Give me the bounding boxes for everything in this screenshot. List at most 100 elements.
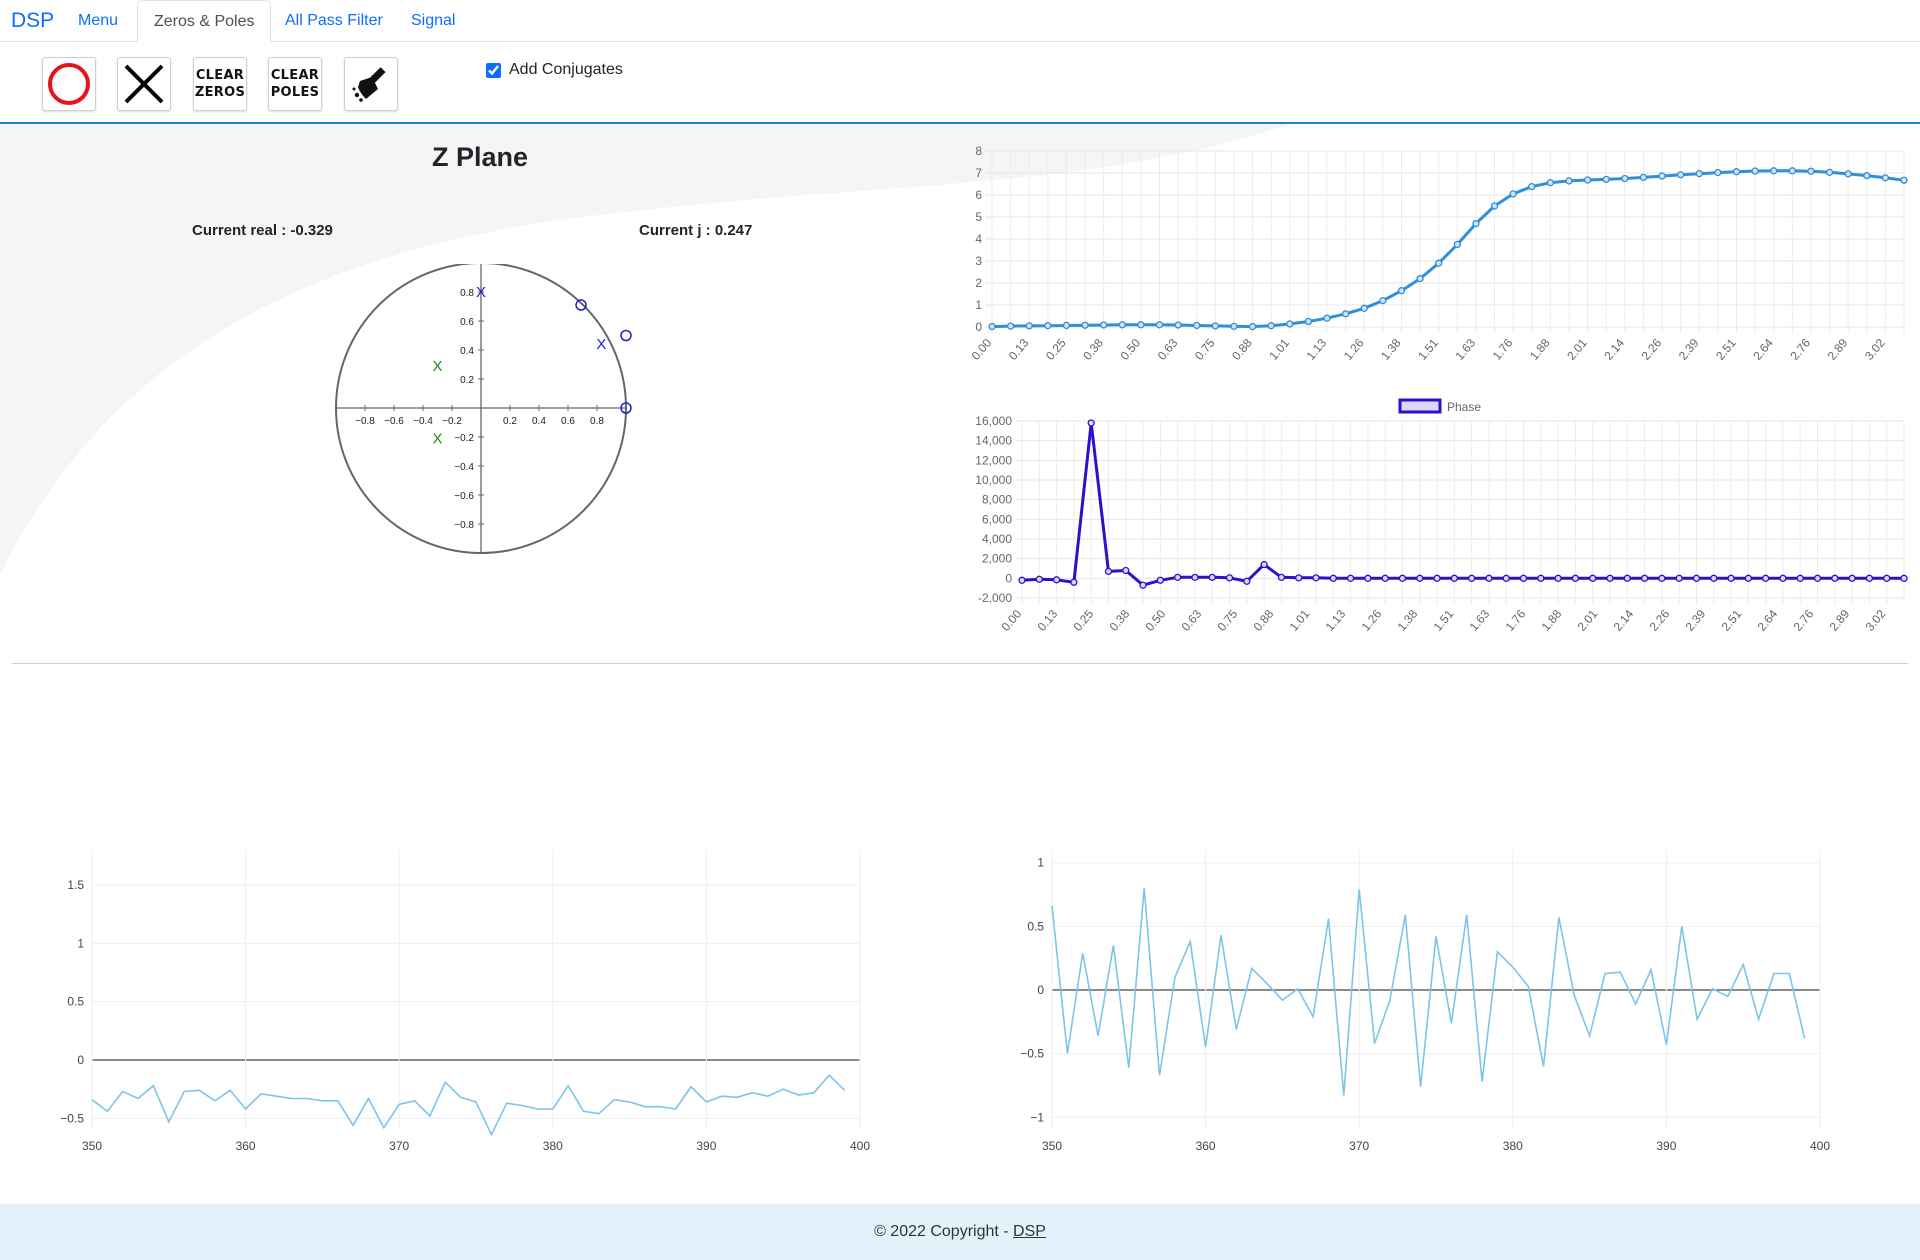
data-point <box>1191 573 1199 582</box>
x-tick-label: 1.01 <box>1287 607 1313 634</box>
data-point <box>1606 574 1614 582</box>
x-tick-label: 2.51 <box>1719 607 1745 634</box>
data-point <box>1467 574 1476 582</box>
data-point <box>1583 176 1592 184</box>
x-tick-label: 0.00 <box>969 336 995 363</box>
data-point <box>1398 574 1407 582</box>
y-tick-label: 2 <box>975 276 982 290</box>
clear-zeros-button[interactable]: CLEAR ZEROS <box>193 57 247 111</box>
data-point <box>1381 574 1389 582</box>
zero-marker <box>575 299 587 311</box>
z-plane-title: Z Plane <box>431 142 529 172</box>
main-panel: Z Plane Current real : -0.329 Current j … <box>0 124 1920 664</box>
x-tick-label: 0.75 <box>1192 336 1218 363</box>
x-tick-label: 0.25 <box>1043 336 1069 363</box>
footer-dsp-link[interactable]: DSP <box>1013 1223 1046 1240</box>
add-pole-button[interactable] <box>117 57 171 111</box>
x-tick-label: 2.64 <box>1755 607 1781 634</box>
tab-signal[interactable]: Signal <box>411 12 456 29</box>
x-tick-label: 1.38 <box>1395 607 1421 634</box>
clear-poles-line2: POLES <box>270 85 320 100</box>
y-tick-label: 0 <box>1037 983 1044 997</box>
tab-all-pass-filter[interactable]: All Pass Filter <box>285 12 383 29</box>
data-point <box>1416 274 1424 283</box>
data-point <box>1044 322 1052 330</box>
series-line <box>91 1074 846 1137</box>
data-point <box>1883 574 1891 582</box>
tab-zeros-poles[interactable]: Zeros & Poles <box>137 0 272 43</box>
y-tick-label: −1 <box>1030 1110 1044 1124</box>
x-tick-label: 360 <box>1196 1139 1216 1150</box>
y-tick-label: 0.5 <box>67 995 84 1009</box>
data-point <box>1565 177 1573 185</box>
data-point <box>1528 182 1536 191</box>
x-tick-label: 0.6 <box>561 416 575 427</box>
x-tick-label: 2.01 <box>1564 336 1590 363</box>
y-tick-label: −0.5 <box>60 1111 84 1125</box>
data-point <box>1788 167 1796 175</box>
data-point <box>1732 168 1741 176</box>
y-tick-label: 0.8 <box>460 288 474 299</box>
data-point <box>1435 259 1443 267</box>
data-point <box>1848 574 1856 582</box>
zero-marker <box>620 329 632 342</box>
y-tick-label: 2,000 <box>982 552 1012 566</box>
data-point <box>1744 574 1753 582</box>
x-tick-label: 0.50 <box>1143 607 1169 634</box>
data-point <box>1727 574 1735 582</box>
x-tick-label: 1.63 <box>1452 336 1478 363</box>
brand-logo[interactable]: DSP <box>11 9 55 32</box>
zero-marker <box>620 402 632 414</box>
y-tick-label: 4,000 <box>982 532 1012 546</box>
data-point <box>1139 581 1147 589</box>
add-conjugates-toggle[interactable]: Add Conjugates <box>486 61 623 79</box>
y-tick-label: −0.4 <box>454 462 474 473</box>
current-j-readout: Current j : 0.247 <box>639 222 753 239</box>
x-tick-label: 2.76 <box>1787 336 1813 363</box>
x-tick-label: 360 <box>236 1139 256 1150</box>
z-plane-canvas[interactable]: −0.8 −0.6 −0.4 −0.2 0.2 0.4 0.6 0.8 0.8 0.6 0.4 0.2… <box>320 264 650 564</box>
y-tick-label: 4 <box>975 232 982 246</box>
x-tick-label: 1.38 <box>1378 336 1404 363</box>
y-tick-label: −0.5 <box>1020 1047 1044 1061</box>
x-tick-label: 370 <box>389 1139 409 1150</box>
clear-zeros-label: CLEAR ZEROS <box>195 67 245 101</box>
x-tick-label: 1.26 <box>1359 607 1385 634</box>
data-point <box>1825 168 1834 176</box>
x-tick-label: 0.38 <box>1080 336 1106 363</box>
clear-all-button[interactable] <box>344 57 398 111</box>
data-point <box>1025 322 1033 330</box>
data-point <box>1070 578 1078 586</box>
data-point <box>1006 322 1015 330</box>
x-tick-label: 2.39 <box>1676 336 1702 363</box>
x-tick-label: 1.13 <box>1304 336 1330 363</box>
data-point <box>1260 560 1268 569</box>
pole-marker: X <box>432 430 442 447</box>
x-tick-label: 2.14 <box>1611 607 1637 634</box>
data-point <box>1844 170 1852 178</box>
y-tick-label: 6,000 <box>982 512 1012 526</box>
tab-menu[interactable]: Menu <box>78 12 119 29</box>
data-point <box>1502 574 1510 582</box>
add-zero-button[interactable] <box>42 57 96 111</box>
clear-zeros-line1: CLEAR <box>195 68 245 83</box>
data-point <box>1865 574 1874 582</box>
toolbar: CLEAR ZEROS CLEAR POLES Add Conjugates <box>0 42 1920 124</box>
data-point <box>1863 171 1871 180</box>
data-point <box>1277 573 1286 582</box>
data-point <box>1052 576 1061 584</box>
x-tick-label: 400 <box>1810 1139 1830 1150</box>
data-point <box>1360 304 1368 312</box>
y-tick-label: 7 <box>975 166 982 180</box>
data-point <box>1485 574 1493 582</box>
y-tick-label: −0.6 <box>454 491 474 502</box>
clear-poles-button[interactable]: CLEAR POLES <box>268 57 322 111</box>
add-conjugates-checkbox[interactable] <box>486 62 501 78</box>
y-tick-label: 0 <box>1005 571 1012 585</box>
phase-chart: Phase -2,000 0 2,000 4,000 6,000 8,000 10,000 12… <box>975 398 1908 634</box>
data-point <box>1100 321 1108 329</box>
y-tick-label: 8,000 <box>982 493 1012 507</box>
x-tick-label: 390 <box>1656 1139 1676 1150</box>
section-divider <box>12 663 1908 664</box>
data-point <box>1062 321 1071 330</box>
